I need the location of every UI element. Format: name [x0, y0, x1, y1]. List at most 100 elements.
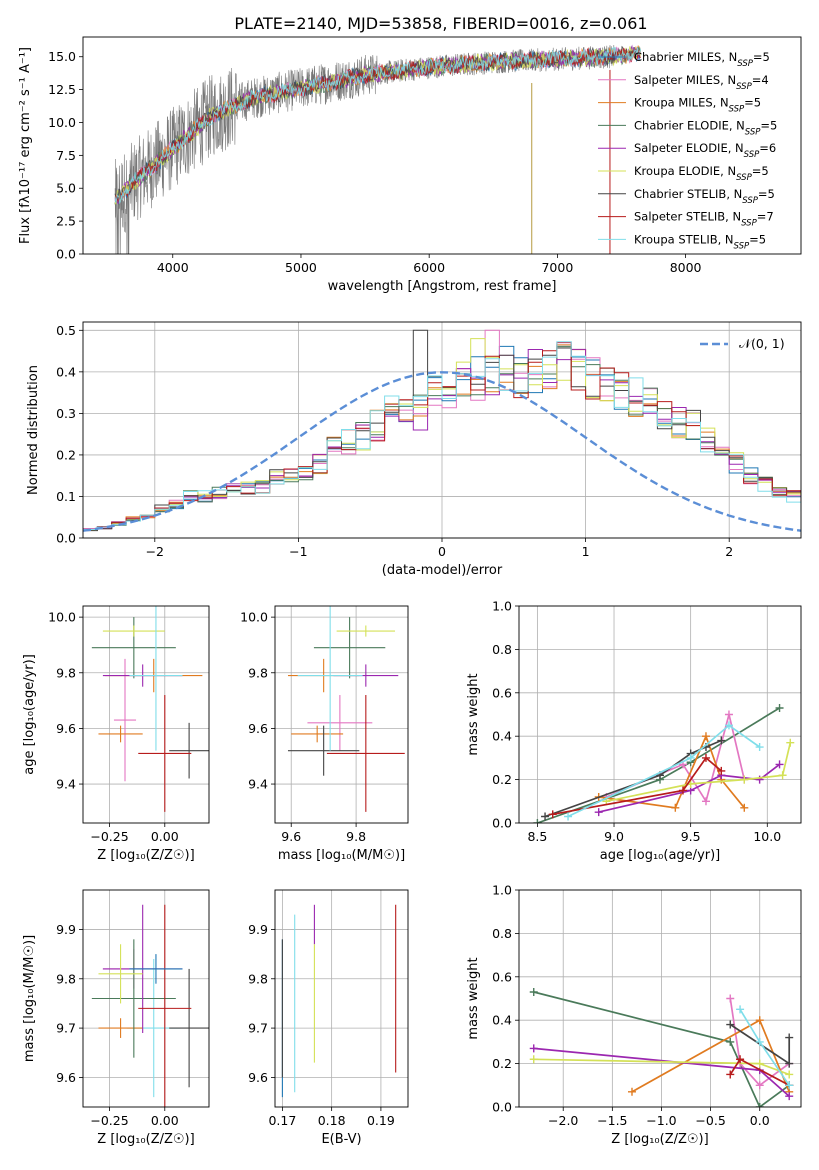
plot-area: [529, 987, 794, 1107]
y-axis-label: mass [log₁₀(M/M☉)]: [22, 935, 37, 1062]
x-tick-label: 4000: [157, 260, 189, 275]
y-tick-label: 9.4: [248, 777, 268, 792]
weight-marker: [786, 738, 795, 747]
plot-area: [83, 329, 801, 532]
weight-marker: [755, 1037, 764, 1046]
weight-marker: [785, 1033, 794, 1042]
weight-marker: [533, 819, 542, 823]
y-tick-label: 0.3: [56, 406, 76, 421]
weight-marker: [671, 803, 680, 812]
weight-marker: [686, 753, 695, 762]
weight-marker: [775, 760, 784, 769]
y-tick-label: 9.6: [248, 1070, 268, 1085]
x-tick-label: 0.18: [318, 1113, 346, 1128]
weight-marker: [541, 812, 550, 821]
x-tick-label: 9.0: [604, 829, 624, 844]
weight-marker: [678, 786, 687, 795]
y-tick-label: 0.0: [56, 247, 76, 262]
legend-label: 𝒩(0, 1): [739, 336, 785, 351]
weight-marker: [755, 1059, 764, 1068]
y-tick-label: 10.0: [240, 610, 268, 625]
x-tick-label: 6000: [413, 260, 445, 275]
weight-marker: [529, 987, 538, 996]
weight-marker: [726, 1070, 735, 1079]
y-tick-label: 9.9: [248, 922, 268, 937]
weight-marker: [785, 1059, 794, 1068]
axes-frame: [82, 321, 802, 539]
x-tick-label: 0: [438, 544, 446, 559]
axes-frame: [274, 889, 409, 1108]
x-tick-label: 9.8: [346, 829, 366, 844]
weight-line-5: [544, 739, 722, 818]
x-tick-label: 9.5: [681, 829, 701, 844]
weight-marker: [529, 1055, 538, 1064]
weight-marker: [564, 812, 573, 821]
x-tick-label: −0.25: [90, 1113, 128, 1128]
y-tick-label: 0.6: [492, 685, 512, 700]
y-tick-label: 0.0: [492, 1100, 512, 1115]
x-tick-label: 0.19: [367, 1113, 395, 1128]
y-tick-label: 0.8: [492, 926, 512, 941]
weight-marker: [717, 736, 726, 745]
y-tick-label: 10.0: [48, 115, 76, 130]
y-tick-label: 9.7: [56, 1021, 76, 1036]
x-tick-label: 0.00: [151, 1113, 179, 1128]
x-tick-label: −1: [289, 544, 307, 559]
x-tick-label: −1.0: [646, 1113, 676, 1128]
legend-label: Chabrier ELODIE, NSSP=5: [634, 118, 777, 137]
weight-line-6: [552, 756, 722, 816]
axes-frame: [82, 889, 210, 1108]
y-tick-label: 0.4: [56, 364, 76, 379]
y-tick-label: 0.2: [56, 447, 76, 462]
weight-marker: [740, 775, 749, 784]
y-tick-label: 2.5: [56, 214, 76, 229]
y-tick-label: 9.8: [248, 665, 268, 680]
x-axis-label: age [log₁₀(age/yr)]: [600, 848, 721, 863]
y-tick-label: 10.0: [48, 610, 76, 625]
legend-label: Chabrier MILES, NSSP=5: [634, 50, 770, 69]
histogram-7: [83, 341, 801, 530]
weight-marker: [736, 1055, 745, 1064]
y-tick-label: 0.5: [56, 323, 76, 338]
x-tick-label: −0.25: [90, 829, 128, 844]
panel-mass-vs-EBV: 0.17 0.18 0.19 9.6 9.7 9.8 9.9 E(B-V): [248, 889, 409, 1147]
panel-spectrum: 4000 5000 6000 7000 8000 0.0 2.5 5.0 7.5 10.0 12.5…: [18, 36, 802, 294]
y-axis-label: mass weight: [466, 673, 481, 755]
weight-marker: [627, 1087, 636, 1096]
x-tick-label: −2: [146, 544, 164, 559]
y-tick-label: 15.0: [48, 49, 76, 64]
x-tick-label: −1.5: [597, 1113, 627, 1128]
x-axis-label: wavelength [Angstrom, rest frame]: [328, 279, 557, 294]
weight-line-7: [567, 724, 761, 818]
x-tick-label: 1: [582, 544, 590, 559]
weight-marker: [724, 721, 733, 730]
x-tick-label: 10.0: [753, 829, 781, 844]
y-tick-label: 1.0: [492, 599, 512, 614]
weight-line-1: [729, 998, 790, 1087]
legend-label: Kroupa MILES, NSSP=5: [634, 96, 761, 115]
weight-marker: [785, 1070, 794, 1079]
axes-frame: [82, 36, 802, 255]
weight-marker: [775, 703, 784, 712]
weight-line-0: [533, 991, 790, 1107]
x-tick-label: 8000: [670, 260, 702, 275]
legend-label: Kroupa STELIB, NSSP=5: [634, 232, 766, 251]
gaussian-curve: [83, 371, 801, 532]
x-tick-label: 8.5: [527, 829, 547, 844]
x-tick-label: 2: [725, 544, 733, 559]
plot-area: [533, 703, 795, 823]
weight-marker: [726, 994, 735, 1003]
legend: Chabrier MILES, NSSP=5 Salpeter MILES, NS…: [598, 50, 777, 251]
y-tick-label: 0.0: [492, 816, 512, 831]
x-axis-label: E(B-V): [321, 1132, 361, 1147]
panel-mass-weight-vs-Z: −2.0 −1.5 −1.0 −0.5 0.0 0.0 0.2 0.4 0.6 0.8 1.0 Z […: [466, 883, 802, 1147]
y-tick-label: 5.0: [56, 181, 76, 196]
histogram-4: [83, 348, 801, 531]
legend-label: Kroupa ELODIE, NSSP=5: [634, 164, 769, 183]
weight-marker: [740, 803, 749, 812]
y-tick-label: 0.2: [492, 772, 512, 787]
y-tick-label: 9.6: [56, 721, 76, 736]
weight-marker: [717, 766, 726, 775]
weight-marker: [726, 1020, 735, 1029]
weight-marker: [755, 775, 764, 784]
